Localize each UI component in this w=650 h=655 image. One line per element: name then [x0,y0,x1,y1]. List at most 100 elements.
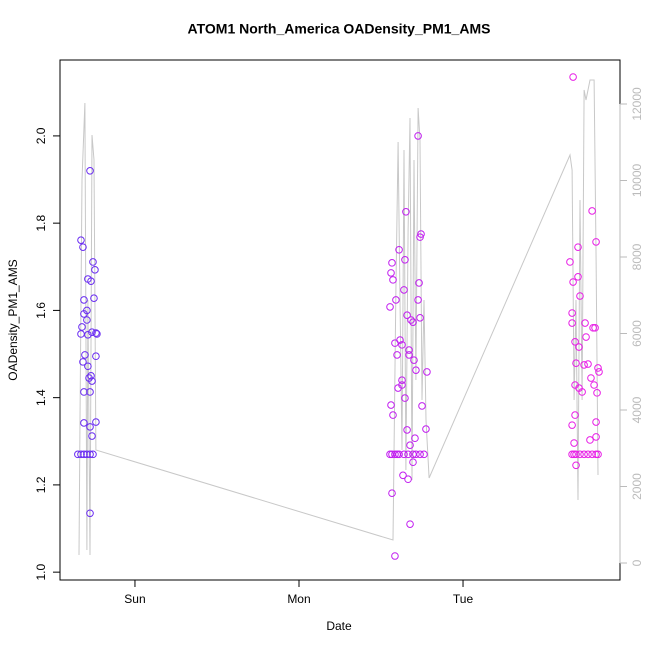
y2-tick-label: 8000 [630,243,644,270]
point [580,361,588,369]
point [404,475,412,484]
point [410,356,418,364]
point [568,319,576,327]
y2-tick-label: 6000 [630,320,644,347]
point [79,243,87,251]
point [594,450,602,459]
y2-tick-label: 2000 [630,473,644,500]
point [412,450,420,459]
point [572,461,580,470]
y-tick-label: 1.8 [34,214,48,231]
line [78,79,599,556]
point [92,329,100,337]
point [576,292,584,300]
point [416,314,424,322]
point [593,389,601,397]
point [404,450,412,459]
x-axis-label: Date [326,619,352,633]
point [592,238,600,246]
point [389,411,397,419]
point [403,311,411,320]
point [398,341,406,349]
point [92,352,100,361]
y-tick-label: 2.0 [34,127,48,144]
point [575,343,583,351]
point [84,362,92,371]
point [574,273,582,281]
point [80,388,88,396]
point [78,323,86,331]
point [88,377,96,385]
point [416,450,424,459]
y-axis-label: OADensity_PM1_AMS [6,259,20,380]
point [401,255,409,264]
point [584,450,592,459]
point [414,296,422,304]
point [595,368,603,376]
point [405,351,413,359]
point [89,258,97,266]
point [89,450,97,459]
point [88,432,96,440]
point [93,330,101,338]
point [589,324,597,332]
point [582,333,590,341]
point [414,132,422,140]
point [588,207,596,215]
point [77,236,85,244]
point [584,360,592,368]
point [571,411,579,419]
point [576,450,584,459]
point [572,359,580,367]
point [409,318,417,326]
point [568,421,576,429]
y-tick-label: 1.6 [34,302,48,319]
point [406,441,414,450]
y-tick-label: 1.0 [34,563,48,580]
point [400,450,408,459]
point [588,450,596,459]
point [80,450,88,459]
point [386,303,394,311]
point [391,552,399,560]
point [405,346,413,354]
point [566,258,574,266]
point [90,294,98,302]
plot-frame [59,59,621,581]
point [407,316,415,324]
point [572,450,580,459]
point [411,434,419,443]
point [392,296,400,304]
point [77,450,85,459]
point [594,364,602,372]
point [80,296,88,304]
point [574,243,582,251]
point [581,319,589,327]
point [87,372,95,380]
point [416,233,424,241]
y2-tick-label: 12000 [630,87,644,121]
point [87,277,95,285]
point [391,450,399,459]
point [74,450,82,459]
point [592,418,600,426]
point [387,269,395,277]
point [388,259,396,267]
point [415,279,423,287]
point [91,266,99,274]
point [388,489,396,497]
point [423,368,431,376]
point [406,520,414,528]
point [389,276,397,284]
point [587,374,595,382]
point [86,388,94,396]
point [412,366,420,374]
point [590,381,598,389]
y-tick-label: 1.4 [34,389,48,406]
point [400,286,408,294]
point [399,471,407,480]
point [422,425,430,433]
point [403,426,411,434]
point [83,306,91,315]
point [81,351,89,359]
